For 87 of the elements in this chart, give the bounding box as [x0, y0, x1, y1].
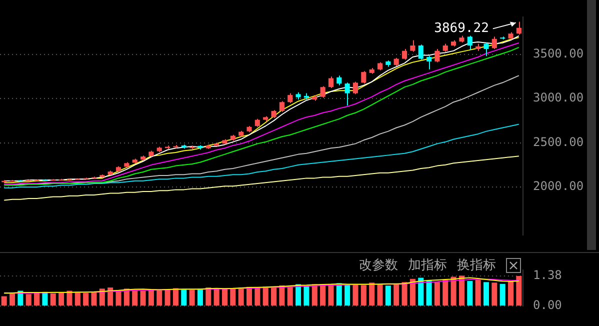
bar	[189, 290, 195, 306]
bar	[418, 278, 424, 306]
bar	[197, 288, 203, 306]
y-tick-label: 3000.00	[533, 90, 584, 105]
bar	[426, 280, 432, 306]
candlestick	[492, 36, 497, 50]
bar	[74, 292, 80, 306]
bar	[492, 282, 498, 306]
bar	[434, 282, 440, 306]
y-tick-label: 2500.00	[533, 134, 584, 149]
bar	[410, 278, 416, 306]
bar	[344, 284, 350, 306]
bar	[156, 290, 162, 306]
candlestick	[361, 70, 366, 84]
bar	[262, 286, 268, 306]
bar	[475, 280, 481, 306]
bar	[99, 288, 105, 306]
bar	[328, 284, 334, 306]
bar	[508, 281, 514, 306]
bar	[377, 284, 383, 306]
bar	[279, 285, 285, 306]
y-tick-label: 2000.00	[533, 179, 584, 194]
bar	[360, 285, 366, 306]
bar	[148, 289, 154, 306]
bar	[516, 276, 522, 306]
bar	[108, 288, 114, 306]
bar	[369, 282, 375, 306]
bar	[304, 285, 310, 306]
bar	[172, 288, 178, 306]
bar	[181, 289, 187, 306]
bar	[10, 292, 16, 306]
bar	[254, 288, 260, 306]
candlestick	[328, 76, 334, 88]
candlestick	[320, 86, 326, 98]
bar	[336, 283, 342, 306]
bar	[83, 292, 89, 306]
y-tick-label: 3500.00	[533, 46, 584, 60]
bar	[467, 281, 473, 306]
bar	[246, 286, 252, 306]
bar	[214, 289, 220, 306]
candlestick	[418, 44, 424, 60]
bar	[312, 284, 318, 306]
bar	[394, 284, 400, 306]
candlestick	[344, 82, 350, 106]
bar	[66, 290, 72, 306]
bar	[402, 282, 408, 306]
y-tick-label: 0.00	[533, 298, 562, 312]
candlestick	[484, 42, 489, 57]
candlestick	[467, 35, 472, 50]
candlestick	[288, 92, 293, 104]
bar	[164, 290, 170, 306]
bar	[140, 290, 146, 306]
bar	[385, 286, 391, 306]
bar	[34, 292, 40, 306]
bar	[1, 296, 7, 306]
annotation: 改参数	[359, 257, 398, 274]
bar	[238, 288, 244, 306]
candlestick	[279, 100, 284, 112]
bar	[116, 290, 122, 306]
bar	[271, 287, 277, 306]
candlestick	[336, 75, 342, 86]
bar	[132, 290, 138, 306]
bar	[206, 288, 212, 306]
bar	[442, 280, 448, 306]
bar	[222, 288, 228, 306]
annotation: 加指标	[408, 257, 447, 274]
bar	[287, 286, 293, 306]
bar	[450, 276, 456, 306]
candlestick	[434, 48, 440, 63]
bar	[26, 294, 32, 306]
bar	[320, 284, 326, 306]
bar	[91, 292, 97, 306]
candlestick	[352, 81, 358, 95]
bar	[483, 282, 489, 306]
y-tick-label: 1.38	[533, 268, 562, 282]
bar	[58, 292, 64, 306]
candlestick	[426, 56, 432, 70]
candlestick	[402, 48, 408, 60]
annotation: 换指标	[457, 257, 496, 274]
bar	[500, 284, 506, 306]
annotation: 3869.22	[434, 21, 489, 36]
bar	[230, 288, 236, 306]
bar	[458, 276, 464, 306]
bar	[352, 284, 358, 306]
bar	[50, 293, 56, 306]
candlestick	[410, 40, 416, 52]
candlestick	[516, 21, 522, 35]
